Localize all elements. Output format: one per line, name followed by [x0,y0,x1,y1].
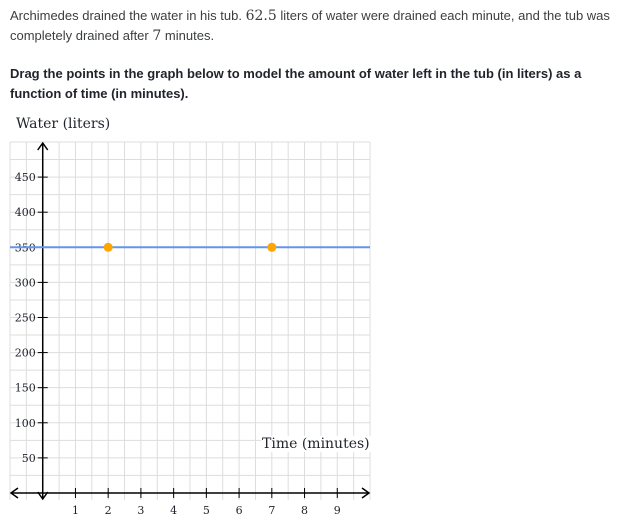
x-tick-label: 5 [203,504,210,517]
y-tick-label: 200 [15,347,36,360]
draggable-point-1[interactable] [103,242,113,252]
problem-text: Archimedes drained the water in his tub.… [10,6,630,46]
drain-rate: 62.5 [245,8,277,24]
y-tick-label: 50 [22,452,36,465]
problem-part1: Archimedes drained the water in his tub. [10,8,242,23]
x-axis-arrow-right [361,487,371,499]
x-axis-arrow-left [9,487,19,499]
x-tick-label: 3 [137,504,144,517]
x-tick-label: 6 [236,504,243,517]
x-tick-label: 4 [170,504,177,517]
problem-part2: liters of water were drained each minute… [10,8,610,43]
x-tick-label: 8 [301,504,308,517]
y-axis-arrow-down [37,491,49,501]
y-tick-label: 450 [15,171,36,184]
x-tick-label: 9 [334,504,341,517]
problem-part3: minutes. [164,28,215,43]
drain-minutes: 7 [152,28,162,44]
x-tick-label: 2 [105,504,112,517]
y-tick-label: 250 [15,311,36,324]
y-axis-arrow-up [37,141,49,151]
y-tick-label: 400 [15,206,36,219]
y-tick-label: 150 [15,382,36,395]
draggable-point-2[interactable] [267,242,277,252]
y-tick-label: 100 [15,417,36,430]
x-tick-label: 7 [268,504,275,517]
x-tick-label: 1 [72,504,79,517]
y-tick-label: 300 [15,276,36,289]
instructions: Drag the points in the graph below to mo… [10,66,582,101]
